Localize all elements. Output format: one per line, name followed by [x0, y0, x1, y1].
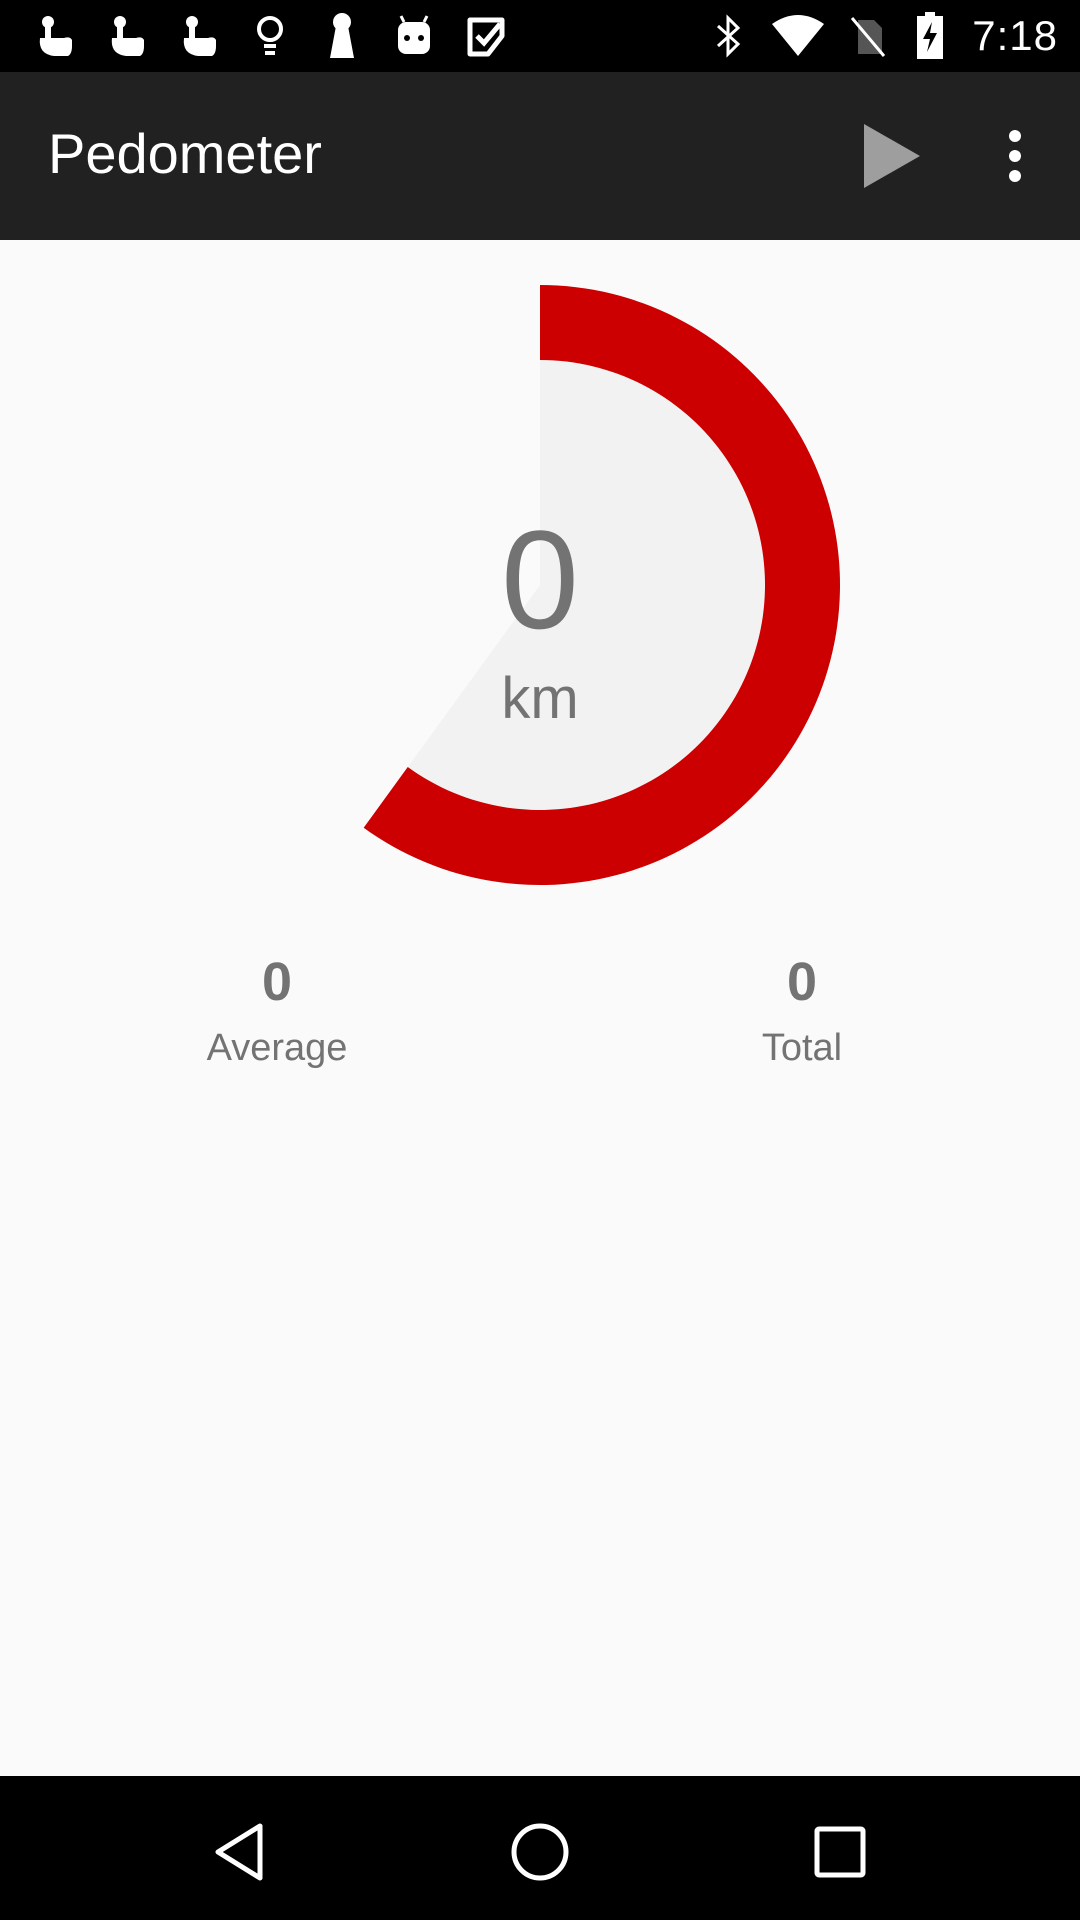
total-stat: 0 Total — [652, 955, 952, 1067]
distance-unit: km — [501, 666, 579, 731]
gauge-remainder-wedge — [407, 360, 766, 811]
clock: 7:18 — [972, 12, 1058, 59]
average-value: 0 — [261, 952, 293, 1012]
average-stat: 0 Average — [127, 955, 427, 1067]
app-bar: Pedometer — [0, 72, 1080, 240]
recents-button[interactable] — [800, 1812, 880, 1892]
more-options-icon — [1009, 130, 1021, 182]
bluetooth-icon — [708, 14, 748, 58]
touch-icon — [174, 12, 222, 60]
total-value: 0 — [786, 952, 818, 1012]
total-label: Total — [761, 1027, 843, 1069]
recents-icon — [814, 1826, 866, 1878]
lightbulb-icon — [246, 12, 294, 60]
checkbox-icon — [462, 12, 510, 60]
distance-gauge: 0 km — [0, 240, 1080, 920]
distance-value: 0 — [501, 501, 579, 658]
battery-charging-icon — [910, 12, 950, 59]
home-button[interactable] — [500, 1812, 580, 1892]
no-sim-icon — [848, 14, 888, 58]
navigation-bar — [0, 1776, 1080, 1920]
android-icon — [390, 12, 438, 60]
system-icons: 7:18 — [708, 10, 1058, 62]
back-button[interactable] — [200, 1812, 280, 1892]
play-icon — [864, 124, 920, 188]
play-button[interactable] — [852, 116, 932, 196]
more-options-button[interactable] — [980, 116, 1050, 196]
app-title: Pedometer — [48, 122, 322, 185]
status-bar: 7:18 — [0, 0, 1080, 72]
touch-icon — [30, 12, 78, 60]
notification-icons — [30, 12, 510, 60]
keyhole-icon — [318, 12, 366, 60]
touch-icon — [102, 12, 150, 60]
average-label: Average — [206, 1027, 348, 1069]
wifi-icon — [770, 14, 826, 58]
gauge-progress-arc — [363, 285, 841, 886]
back-icon — [215, 1823, 263, 1881]
home-icon — [511, 1823, 569, 1881]
